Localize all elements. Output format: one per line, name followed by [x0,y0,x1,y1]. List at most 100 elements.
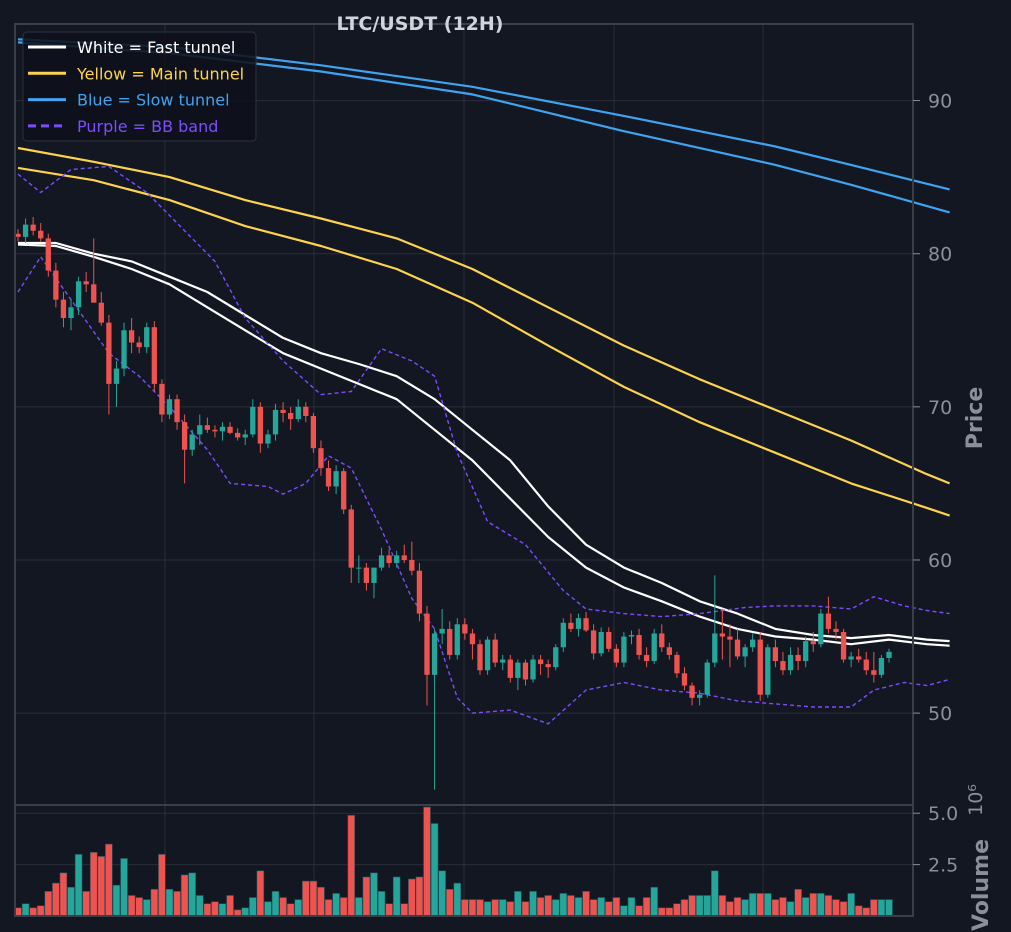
volume-bar [673,903,681,917]
candle-body [204,425,210,430]
candle [734,628,741,660]
candle [469,628,476,660]
candle [840,628,847,663]
bb-lower-line [17,256,950,725]
volume-bar [82,891,90,917]
volume-panel-frame [14,804,914,917]
volume-bar [173,891,181,917]
candle [447,621,453,660]
candle-body [53,270,59,300]
candle [371,567,377,599]
candle [394,550,400,568]
candle-body [734,639,741,657]
candle-body [98,302,104,323]
volume-bar [612,897,621,917]
candle-body [628,635,635,637]
legend-box [22,31,257,142]
candle [439,608,445,645]
legend-label: White = Fast tunnel [77,38,235,57]
candle-body [174,399,180,423]
candle-body [38,230,44,239]
candle-body [68,307,74,319]
candle [643,647,650,668]
volume-bar [430,823,439,917]
volume-bar [264,901,272,917]
candle-body [848,656,854,660]
volume-bar [21,903,30,917]
volume-bar [817,893,825,917]
volume-bar [726,901,734,917]
candle-body [409,559,415,571]
volume-bar [650,886,658,917]
candle [265,429,271,449]
volume-bar [438,870,446,917]
candle [250,399,256,438]
volume-bar [203,903,212,917]
candle-body [272,409,279,435]
volume-bar [498,899,507,917]
volume-bar [211,901,219,917]
volume-bar [756,893,765,917]
candle-body [840,631,847,660]
volume-tick-label: 2.5 [928,855,958,877]
volume-bar [377,891,386,917]
candle [727,624,733,668]
volume-bar [657,907,666,917]
fast-tunnel-lower-line [17,243,950,647]
candle-body [151,327,157,384]
volume-bar [695,895,704,917]
candle [704,659,710,698]
volume-bar [786,901,795,917]
candle-body [492,639,498,663]
candle-body [363,567,370,583]
volume-bar [847,893,855,917]
volume-bar [256,870,265,917]
candle [477,639,483,675]
candle [128,318,135,354]
candle-body [507,659,513,678]
candle [795,647,801,671]
candle-body [288,412,294,420]
candle [38,223,44,242]
candle [484,636,491,675]
candle [45,233,51,277]
fast-tunnel-upper-line [18,241,950,643]
candle [431,628,438,790]
candle [454,618,460,660]
candle-body [265,434,271,444]
candle [30,216,36,236]
candle-body [325,468,332,487]
candle-body [401,555,407,560]
legend: White = Fast tunnel Yellow = Main tunnel B… [22,31,257,142]
candle-body [568,622,574,629]
candle [212,425,218,438]
candle [401,544,407,564]
volume-bar [733,897,742,917]
candle-body [454,624,460,655]
candle [424,605,430,706]
candle-body [75,281,82,308]
volume-bar [127,895,136,917]
candle-body [856,656,862,660]
volume-bar [241,907,250,917]
candle-body [545,664,551,668]
volume-bar [582,891,590,917]
price-tick-label: 70 [928,397,952,419]
price-tick-label: 90 [928,91,952,113]
candle [341,468,347,515]
candle [871,651,877,683]
volume-bar [392,876,401,917]
candle [68,299,74,331]
volume-bar [112,884,121,917]
candle-body [15,233,21,237]
volume-bar [324,899,333,917]
candle [560,618,566,652]
candle [636,628,642,660]
volume-bar [105,843,113,917]
candle [333,465,339,495]
candle [856,648,862,663]
volume-bar [67,886,75,917]
candle [772,639,779,668]
